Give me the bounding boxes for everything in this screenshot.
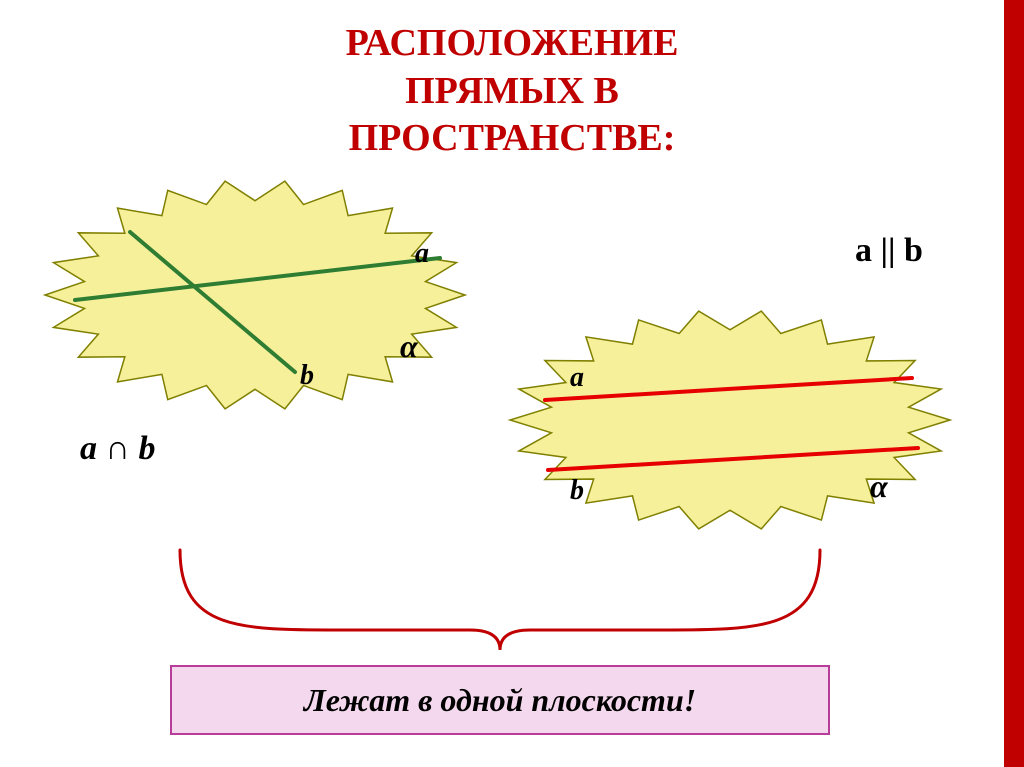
conclusion-text: Лежат в одной плоскости! [304,682,696,719]
relation-intersecting: a ∩ b [80,430,155,468]
diagram-canvas [0,0,1024,767]
label-right-b: b [570,475,584,507]
conclusion-box: Лежат в одной плоскости! [170,665,830,735]
relation-parallel: a || b [855,232,923,270]
label-left-a: a [415,238,429,270]
label-right-a: a [570,362,584,394]
label-right-alpha: α [870,468,888,505]
label-left-b: b [300,360,314,392]
curly-brace [180,550,820,650]
label-left-alpha: α [400,328,418,365]
